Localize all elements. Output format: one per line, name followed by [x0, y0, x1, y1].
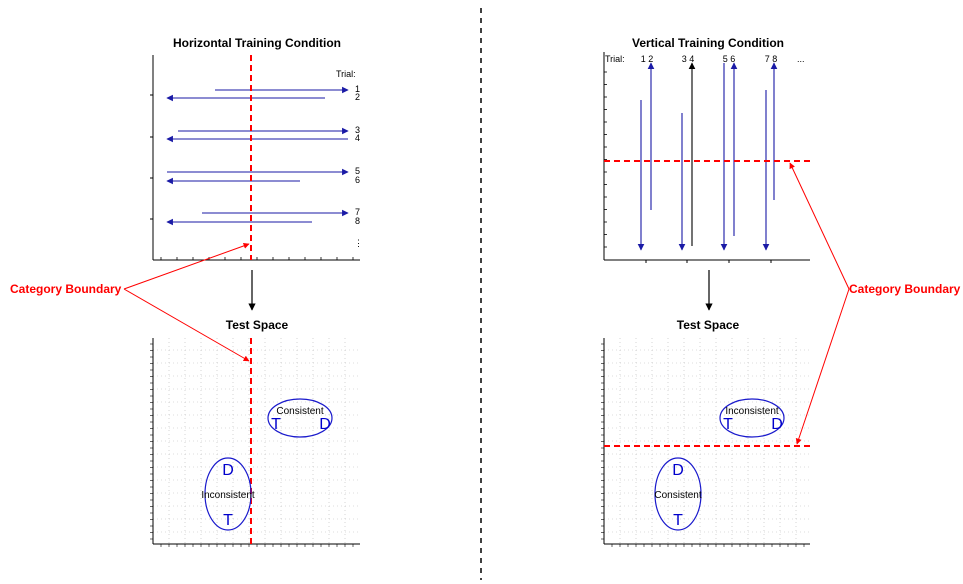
svg-text:D: D: [771, 416, 783, 433]
right-boundary-pointer-2: [795, 288, 850, 445]
left-trial-ellipsis: ⋮: [354, 238, 363, 248]
left-trial-number: 4: [355, 133, 360, 143]
right-trial-number: 7 8: [765, 54, 778, 64]
svg-text:T: T: [223, 512, 233, 529]
right-test-plot: [601, 338, 810, 547]
svg-text:Consistent: Consistent: [654, 490, 701, 501]
svg-text:D: D: [222, 462, 234, 479]
left-boundary-pointer-2: [123, 288, 250, 362]
left-trial-number: 1: [355, 84, 360, 94]
left-training-plot: [150, 55, 360, 261]
left-title: Horizontal Training Condition: [173, 36, 341, 50]
svg-text:D: D: [319, 416, 331, 433]
left-category-boundary-label: Category Boundary: [10, 282, 122, 296]
left-trial-label: Trial:: [336, 69, 356, 79]
right-consistent-cluster: Consistent D T: [654, 457, 702, 531]
left-trial-number: 2: [355, 92, 360, 102]
left-trial-number: 7: [355, 207, 360, 217]
left-consistent-cluster: Consistent T D: [267, 398, 333, 438]
left-boundary-pointer-1: [123, 243, 250, 290]
svg-text:T: T: [673, 512, 683, 529]
right-category-boundary-label: Category Boundary: [849, 282, 961, 296]
svg-text:T: T: [723, 416, 733, 433]
left-trial-number: 5: [355, 166, 360, 176]
right-trial-number: 1 2: [641, 54, 654, 64]
right-trial-ellipsis: ...: [797, 54, 805, 64]
svg-text:D: D: [672, 462, 684, 479]
right-trial-number: 5 6: [723, 54, 736, 64]
right-trial-number: 3 4: [682, 54, 695, 64]
right-boundary-pointer-1: [789, 162, 850, 290]
right-test-title: Test Space: [677, 318, 740, 332]
left-trial-number: 6: [355, 175, 360, 185]
svg-text:Inconsistent: Inconsistent: [725, 406, 779, 417]
right-inconsistent-cluster: Inconsistent T D: [719, 398, 785, 438]
left-inconsistent-cluster: Inconsistent D T: [201, 457, 255, 531]
left-test-plot: [150, 338, 360, 547]
left-trial-number: 3: [355, 125, 360, 135]
svg-text:Consistent: Consistent: [276, 406, 323, 417]
right-training-plot: [603, 52, 810, 263]
left-trial-number: 8: [355, 216, 360, 226]
right-title: Vertical Training Condition: [632, 36, 784, 50]
left-test-title: Test Space: [226, 318, 289, 332]
svg-text:T: T: [271, 416, 281, 433]
svg-text:Inconsistent: Inconsistent: [201, 490, 255, 501]
right-trial-label: Trial:: [605, 54, 625, 64]
